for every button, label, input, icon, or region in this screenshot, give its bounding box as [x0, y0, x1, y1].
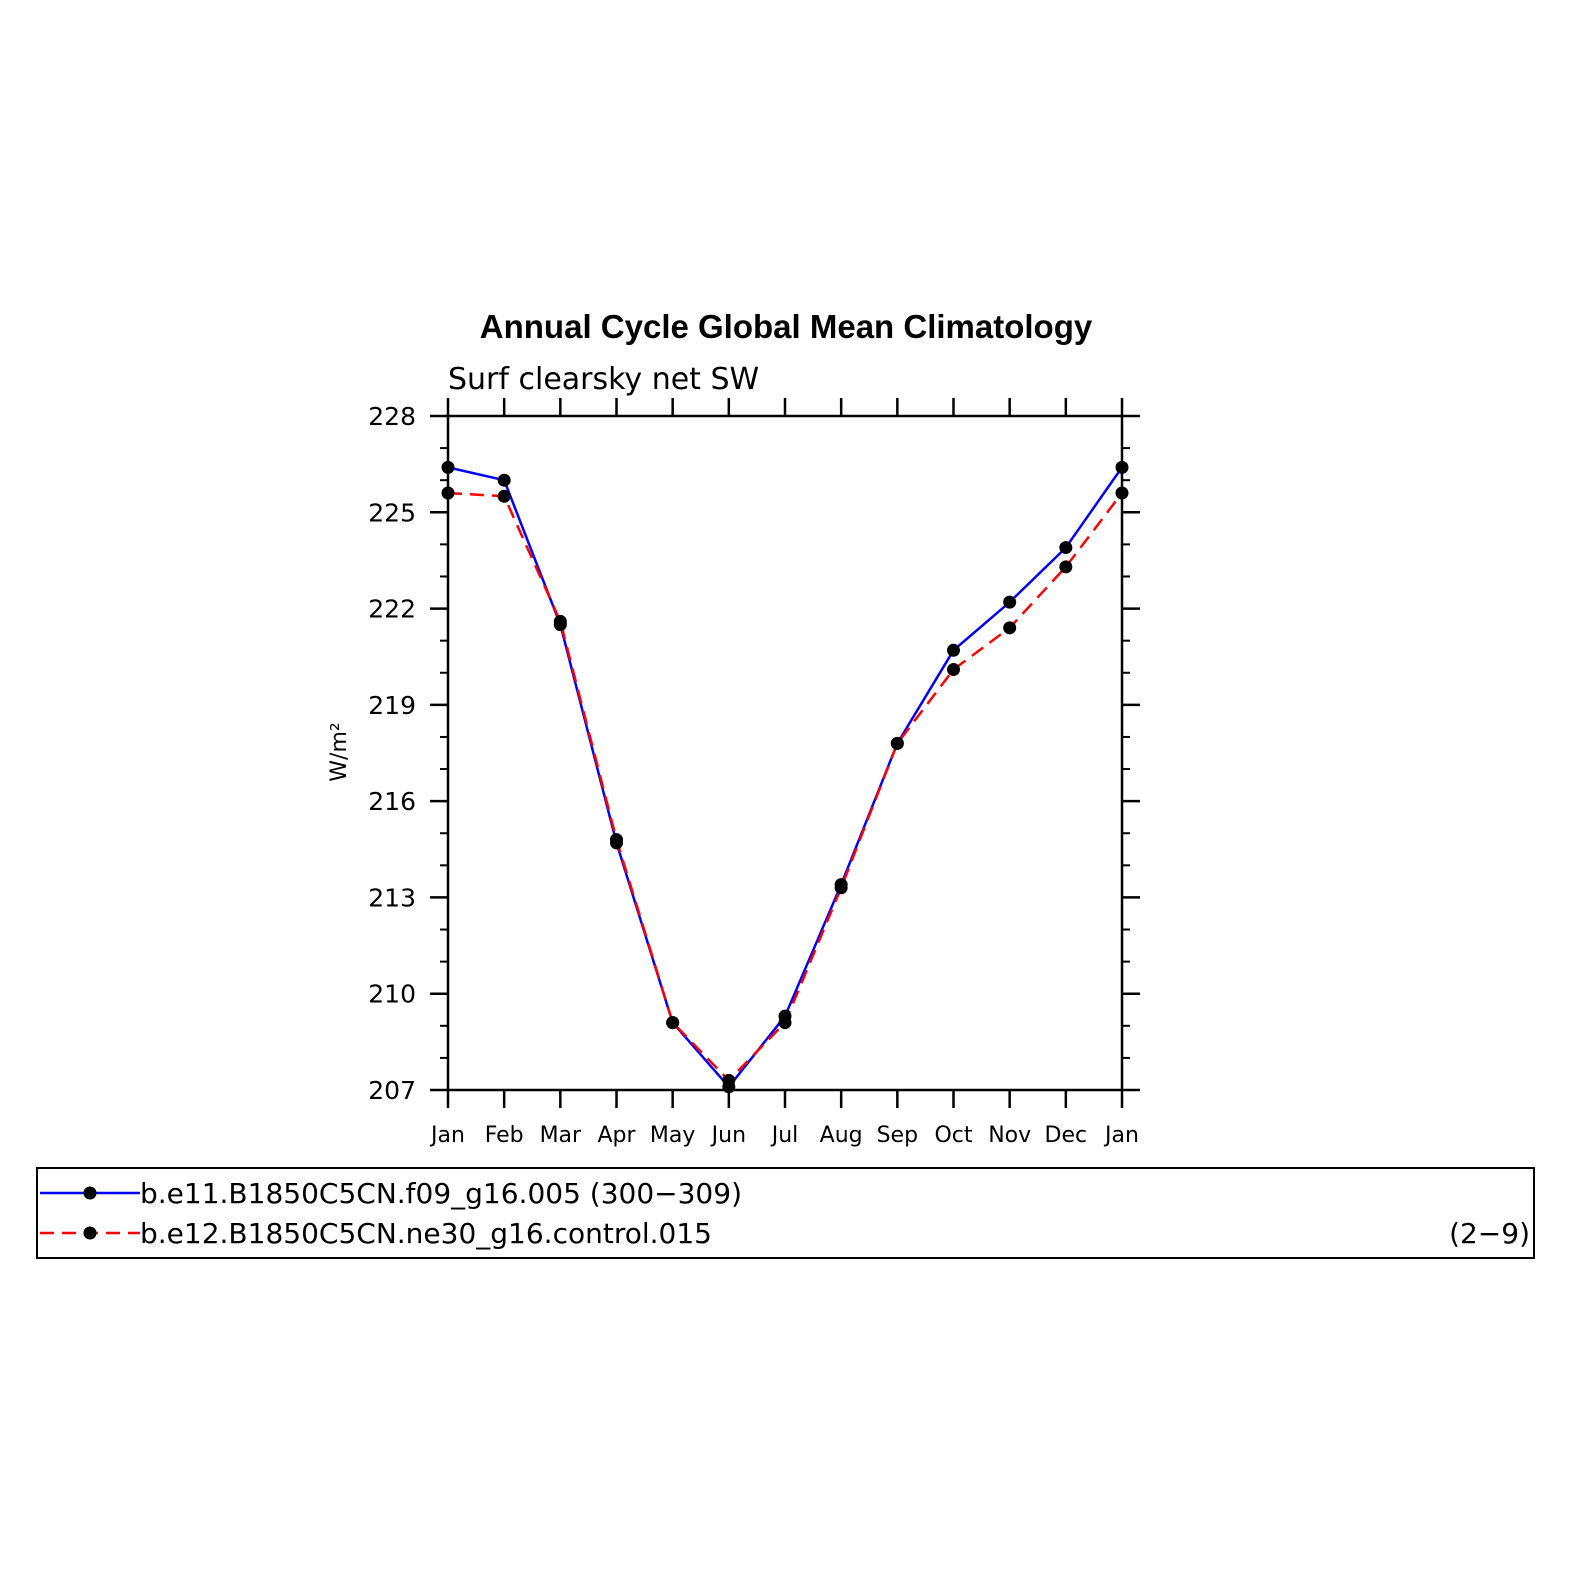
y-tick-label: 207	[368, 1076, 416, 1105]
y-tick-label: 225	[368, 498, 416, 527]
x-tick-label: Jan	[1103, 1123, 1139, 1148]
x-tick-label: Jan	[429, 1123, 465, 1148]
x-tick-label: Apr	[597, 1123, 636, 1148]
series-2-point	[722, 1073, 736, 1087]
series-2-point	[610, 833, 623, 847]
y-tick-label: 222	[368, 595, 416, 624]
legend-label-2: b.e12.B1850C5CN.ne30_g16.control.015	[140, 1217, 712, 1250]
plot-frame	[446, 414, 1124, 1092]
series-2-point	[1115, 486, 1129, 500]
series-2-point	[497, 489, 511, 503]
series-2-point	[834, 881, 848, 895]
y-tick-label: 219	[368, 691, 416, 720]
y-tick-label: 210	[368, 980, 416, 1009]
series-2-point	[666, 1016, 680, 1030]
series-1-point	[441, 460, 455, 474]
x-tick-label: Sep	[877, 1123, 918, 1148]
series-layer	[441, 460, 1129, 1094]
series-1-point	[1003, 595, 1017, 609]
series-2-point	[1003, 621, 1017, 635]
series-1-point	[497, 473, 511, 487]
legend: b.e11.B1850C5CN.f09_g16.005 (300−309) b.e…	[36, 1167, 1535, 1259]
y-axis: 207 210 213 216 219 222 225 228	[368, 402, 1140, 1105]
x-tick-label: Aug	[820, 1123, 863, 1148]
y-tick-label: 213	[368, 883, 416, 912]
x-tick-label: Dec	[1045, 1123, 1088, 1148]
x-axis: Jan Feb Mar Apr May Jun Jul Aug Sep Oct Nov Dec Jan	[429, 398, 1139, 1148]
chart-title: Annual Cycle Global Mean Climatology	[480, 308, 1093, 345]
series-2-point	[947, 663, 960, 677]
y-tick-label: 216	[368, 787, 416, 816]
legend-marker-2	[83, 1226, 97, 1240]
x-tick-label: Feb	[485, 1123, 524, 1148]
legend-label-suffix-2: (2−9)	[1449, 1217, 1530, 1250]
x-tick-label: Jun	[710, 1123, 746, 1148]
x-tick-label: Jul	[770, 1123, 799, 1148]
legend-marker-1	[83, 1186, 97, 1200]
y-axis-label: W/m²	[327, 722, 352, 781]
x-tick-label: Oct	[934, 1123, 972, 1148]
series-2-point	[553, 614, 567, 628]
series-1-point	[1059, 541, 1073, 555]
x-tick-label: Nov	[988, 1123, 1031, 1148]
series-1-point	[947, 643, 960, 657]
x-tick-label: Mar	[540, 1123, 582, 1148]
series-1-point	[1115, 460, 1129, 474]
series-2-point	[778, 1016, 792, 1030]
legend-box	[36, 1167, 1535, 1259]
x-tick-label: May	[650, 1123, 695, 1148]
series-line-2	[447, 491, 1123, 1082]
chart-subtitle: Surf clearsky net SW	[448, 362, 759, 397]
plot-border	[446, 414, 1124, 1092]
series-2-point	[890, 736, 904, 750]
series-2-point	[441, 486, 455, 500]
legend-label-1: b.e11.B1850C5CN.f09_g16.005 (300−309)	[140, 1177, 742, 1210]
series-2-point	[1059, 560, 1073, 574]
series-line-1	[447, 466, 1124, 1089]
y-tick-label: 228	[368, 402, 416, 431]
